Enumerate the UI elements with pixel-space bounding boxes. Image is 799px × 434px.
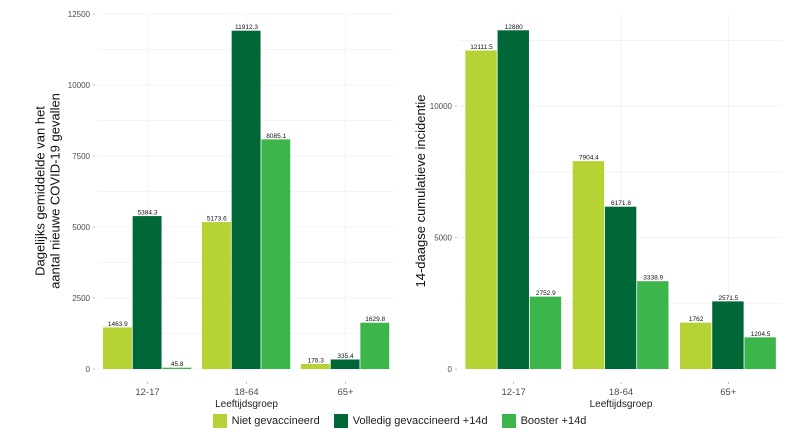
legend-label: Booster +14d [520,415,587,427]
y-axis-label-line: aantal nieuwe COVID-19 gevallen [48,93,63,289]
x-tick-label: 12-17 [502,387,526,398]
data-label: 1204.5 [751,331,771,338]
data-label: 5173.6 [207,216,227,223]
bar [529,296,562,369]
legend-label: Niet gevaccineerd [231,415,320,427]
y-tick-label: 10000 [430,102,453,111]
chart-legend: Niet gevaccineerd Volledig gevaccineerd … [0,412,799,430]
data-label: 176.3 [308,357,325,364]
bar [637,281,669,369]
y-tick-label: 10000 [68,81,91,90]
data-label: 2752.9 [536,290,556,297]
y-tick-label: 12500 [68,10,91,19]
x-axis-label: Leeftijdsgroep [215,399,278,410]
data-label: 45.8 [171,361,184,368]
bar [231,30,261,370]
data-label: 1463.9 [108,321,128,328]
bar [465,50,497,369]
legend-swatch [212,414,227,428]
data-label: 8085.1 [266,133,286,140]
legend-item-volledig-gevaccineerd: Volledig gevaccineerd +14d [333,414,488,428]
y-axis-label: Dagelijks gemiddelde van hetaantal nieuw… [33,93,63,289]
legend-swatch [501,414,516,428]
bar [162,367,192,369]
y-tick-label: 2500 [72,294,90,303]
data-label: 3338.9 [643,275,663,282]
bar [712,301,744,369]
y-axis-label: 14-daagse cumulatieve incidentie [413,95,428,288]
data-label: 12880 [505,24,523,31]
data-label: 7904.4 [579,155,599,162]
x-tick-label: 65+ [337,387,354,398]
y-tick-label: 5000 [434,234,452,243]
bar [330,359,360,369]
bar [680,322,712,369]
left-chart-panel: 0 2500 5000 7500 10000 12500 1463.9 5173.6 176.3… [33,10,395,410]
y-tick-label: 7500 [72,152,90,161]
bar [744,337,776,369]
data-label: 1629.8 [365,316,385,323]
y-tick-label: 5000 [72,223,90,232]
y-axis-label-line: 14-daagse cumulatieve incidentie [413,95,428,288]
legend-item-booster: Booster +14d [501,414,587,428]
bar [360,322,390,369]
y-tick-label: 0 [86,365,91,374]
y-axis-label-line: Dagelijks gemiddelde van het [33,106,48,276]
x-tick-label: 18-64 [609,387,633,398]
bar [604,206,637,369]
legend-item-niet-gevaccineerd: Niet gevaccineerd [212,414,320,428]
right-chart-panel: 0 5000 10000 12111.5 7904.4 1762 12880 6171.8 25… [413,14,782,410]
x-tick-label: 12-17 [135,387,159,398]
bar [300,363,330,369]
data-label: 1762 [689,316,704,323]
x-tick-label: 65+ [720,387,737,398]
y-tick-label: 0 [448,365,453,374]
x-tick-label: 18-64 [234,387,258,398]
bar [261,139,291,369]
legend-swatch [333,414,348,428]
bar [102,327,132,369]
data-label: 6171.8 [611,200,631,207]
data-label: 5384.3 [138,210,158,217]
data-label: 335.4 [337,353,354,360]
bar [201,222,231,369]
data-label: 11912.3 [235,24,258,31]
bar [572,161,605,369]
legend-label: Volledig gevaccineerd +14d [352,415,488,427]
bar [132,216,162,369]
x-axis-label: Leeftijdsgroep [590,399,653,410]
data-label: 2571.5 [718,295,738,302]
data-label: 12111.5 [470,44,493,51]
bar [497,30,529,369]
